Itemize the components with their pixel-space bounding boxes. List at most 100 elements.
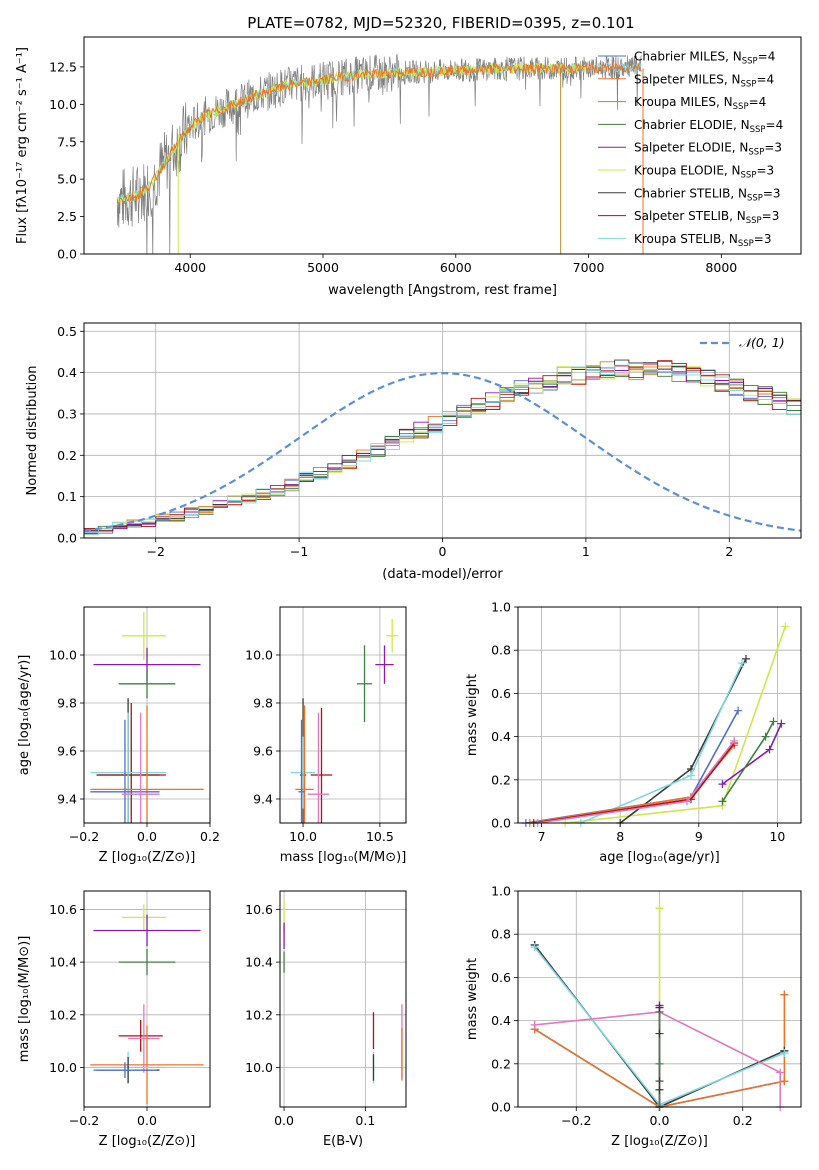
y-tick-label: 0.2 <box>491 1056 511 1071</box>
mass-vs-metallicity-panel: −0.2 0.0 10.0 10.2 10.4 10.6 Z [log₁₀(Z/Z⊙)] ma… <box>17 890 211 1149</box>
y-tick-label: 0.0 <box>491 1100 511 1115</box>
x-tick-label: 10.0 <box>289 829 317 844</box>
massweight-marker <box>655 904 664 913</box>
y-tick-label: 7.5 <box>57 134 77 149</box>
axes-frame <box>83 606 211 824</box>
x-tick-label: 9 <box>695 829 703 844</box>
age-vs-mass-panel: 10.0 10.5 9.4 9.6 9.8 10.0 mass [log₁₀(M/M⊙)] <box>245 606 407 865</box>
x-tick-label: 0.2 <box>733 1113 753 1128</box>
x-tick-label: 10 <box>769 829 785 844</box>
x-tick-label: −0.2 <box>69 1113 99 1128</box>
y-tick-label: 0.6 <box>491 970 511 985</box>
x-axis-label: mass [log₁₀(M/M⊙)] <box>280 850 407 865</box>
mass-vs-ebv-panel: 0.0 0.1 10.0 10.2 10.4 10.6 E(B-V) <box>245 890 407 1149</box>
y-tick-label: 0.4 <box>491 1013 511 1028</box>
residual-histogram <box>84 366 801 530</box>
normal-curve <box>84 371 801 532</box>
legend-label-suffix: =3 <box>756 164 774 178</box>
legend-label: 𝒩(0, 1) <box>739 335 785 350</box>
y-axis-label: Flux [fλ10⁻¹⁷ erg cm⁻² s⁻¹ A⁻¹] <box>15 47 30 244</box>
legend-label-sub: SSP <box>748 148 764 158</box>
legend-label: Salpeter STELIB, NSSP=3 <box>634 209 779 226</box>
y-tick-label: 10.6 <box>49 902 77 917</box>
residual-histogram <box>84 359 801 532</box>
axes-frame <box>517 890 802 1108</box>
x-tick-label: 4000 <box>174 260 206 275</box>
massweight-vs-age-panel: 7 8 9 10 0.0 0.2 0.4 0.6 0.8 1.0 age [log₁₀(age/yr… <box>465 600 802 865</box>
y-tick-label: 10.0 <box>49 1060 77 1075</box>
massweight-marker <box>769 717 778 726</box>
legend-label-sub: SSP <box>746 216 762 226</box>
y-tick-label: 1.0 <box>491 884 511 899</box>
y-tick-label: 12.5 <box>49 59 77 74</box>
y-tick-label: 0.1 <box>57 489 77 504</box>
legend-label-sub: SSP <box>738 239 754 249</box>
y-axis-label: age [log₁₀(age/yr)] <box>17 655 32 776</box>
x-axis-label: Z [log₁₀(Z/Z⊙)] <box>99 1134 196 1149</box>
legend-label-main: Chabrier ELODIE, N <box>634 118 750 132</box>
x-tick-label: 6000 <box>440 260 472 275</box>
y-tick-label: 9.8 <box>253 696 273 711</box>
legend-label-main: Salpeter STELIB, N <box>634 209 746 223</box>
x-tick-label: −0.2 <box>69 829 99 844</box>
legend-label-suffix: =4 <box>758 50 776 64</box>
legend-label: Kroupa MILES, NSSP=4 <box>634 95 766 112</box>
x-tick-label: 8000 <box>705 260 737 275</box>
massweight-line <box>580 662 743 823</box>
massweight-marker <box>655 1059 664 1068</box>
legend-label-suffix: =3 <box>764 141 782 155</box>
x-axis-label: (data-model)/error <box>382 567 503 582</box>
y-tick-label: 9.4 <box>57 792 77 807</box>
legend-label-main: Chabrier STELIB, N <box>634 186 747 200</box>
massweight-marker <box>718 797 727 806</box>
axes-frame <box>517 606 802 824</box>
massweight-marker <box>741 654 750 663</box>
legend-label-main: Salpeter MILES, N <box>634 72 741 86</box>
massweight-marker <box>718 780 727 789</box>
legend-label-suffix: =4 <box>749 95 767 109</box>
y-axis-label: mass weight <box>465 958 480 1040</box>
axes-frame <box>279 890 407 1108</box>
massweight-marker <box>683 797 692 806</box>
y-axis-label: mass [log₁₀(M/M⊙)] <box>17 936 32 1063</box>
y-axis-label: mass weight <box>465 674 480 756</box>
residual-histogram <box>84 360 801 532</box>
massweight-marker <box>776 1068 785 1077</box>
x-tick-label: 10.5 <box>366 829 394 844</box>
x-tick-label: 7 <box>538 829 546 844</box>
legend-label-suffix: =3 <box>762 209 780 223</box>
residual-histogram <box>84 365 801 532</box>
x-axis-label: wavelength [Angstrom, rest frame] <box>328 283 557 298</box>
y-tick-label: 9.4 <box>253 792 273 807</box>
x-tick-label: 0.0 <box>274 1113 294 1128</box>
x-tick-label: 7000 <box>573 260 605 275</box>
legend-label-suffix: =4 <box>756 72 774 86</box>
y-tick-label: 9.6 <box>57 744 77 759</box>
massweight-marker <box>780 1049 789 1057</box>
x-tick-label: 0.0 <box>137 1113 157 1128</box>
axes-frame <box>279 606 407 824</box>
massweight-marker <box>761 732 770 741</box>
massweight-line <box>565 626 787 823</box>
legend-label-sub: SSP <box>747 193 763 203</box>
legend-label: Chabrier MILES, NSSP=4 <box>634 50 775 67</box>
residual-histogram <box>84 366 801 534</box>
y-tick-label: 0.5 <box>57 324 77 339</box>
model-spectrum-line <box>116 62 642 205</box>
massweight-marker <box>530 943 539 952</box>
x-tick-label: 0.1 <box>355 1113 375 1128</box>
massweight-marker <box>655 1003 664 1012</box>
massweight-line <box>534 994 786 1107</box>
y-tick-label: 2.5 <box>57 209 77 224</box>
x-axis-label: Z [log₁₀(Z/Z⊙)] <box>611 1134 708 1149</box>
massweight-marker <box>530 1020 539 1029</box>
massweight-marker <box>655 1077 664 1086</box>
age-vs-metallicity-panel: −0.2 0.0 0.2 9.4 9.6 9.8 10.0 Z [log₁₀(Z/Z⊙)] ag… <box>17 606 220 865</box>
y-tick-label: 10.6 <box>245 902 273 917</box>
y-tick-label: 0.4 <box>491 729 511 744</box>
legend-label-sub: SSP <box>750 125 766 135</box>
x-tick-label: −2 <box>146 544 164 559</box>
y-tick-label: 10.0 <box>245 648 273 663</box>
x-tick-label: −1 <box>290 544 308 559</box>
